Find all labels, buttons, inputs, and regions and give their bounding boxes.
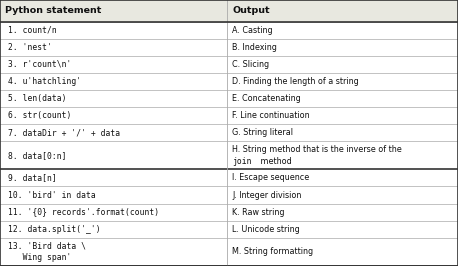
Text: 6. str(count): 6. str(count) (8, 111, 71, 120)
Text: L. Unicode string: L. Unicode string (232, 225, 300, 234)
Text: 10. 'bird' in data: 10. 'bird' in data (8, 190, 96, 200)
Text: method: method (258, 157, 292, 166)
Text: J. Integer division: J. Integer division (232, 190, 301, 200)
Text: M. String formatting: M. String formatting (232, 247, 313, 256)
Text: join: join (232, 157, 252, 166)
Text: 3. r'count\n': 3. r'count\n' (8, 60, 71, 69)
Text: H. String method that is the inverse of the: H. String method that is the inverse of … (232, 144, 402, 153)
Text: B. Indexing: B. Indexing (232, 43, 277, 52)
Text: Output: Output (232, 6, 270, 15)
Text: G. String literal: G. String literal (232, 128, 293, 137)
Text: A. Casting: A. Casting (232, 26, 273, 35)
Text: 8. data[0:n]: 8. data[0:n] (8, 151, 67, 160)
Text: 11. '{0} records'.format(count): 11. '{0} records'.format(count) (8, 207, 159, 217)
Text: 1. count/n: 1. count/n (8, 26, 57, 35)
Text: F. Line continuation: F. Line continuation (232, 111, 310, 120)
Text: 12. data.split('_'): 12. data.split('_') (8, 225, 101, 234)
Text: D. Finding the length of a string: D. Finding the length of a string (232, 77, 359, 86)
Text: 4. u'hatchling': 4. u'hatchling' (8, 77, 82, 86)
Text: Wing span': Wing span' (8, 253, 71, 262)
Text: 9. data[n]: 9. data[n] (8, 173, 57, 182)
Text: K. Raw string: K. Raw string (232, 207, 285, 217)
Text: 5. len(data): 5. len(data) (8, 94, 67, 103)
Text: 2. 'nest': 2. 'nest' (8, 43, 52, 52)
Text: I. Escape sequence: I. Escape sequence (232, 173, 310, 182)
Bar (0, 0, 458, 22)
Text: Python statement: Python statement (5, 6, 102, 15)
Text: 7. dataDir + '/' + data: 7. dataDir + '/' + data (8, 128, 120, 137)
Text: E. Concatenating: E. Concatenating (232, 94, 301, 103)
Text: 13. 'Bird data \: 13. 'Bird data \ (8, 242, 86, 251)
Text: C. Slicing: C. Slicing (232, 60, 269, 69)
